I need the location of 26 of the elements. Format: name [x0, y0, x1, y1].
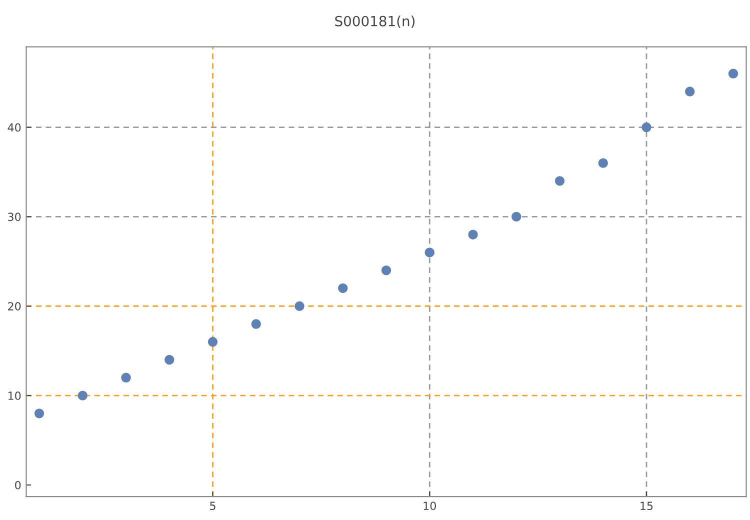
y-tick-label: 30 [8, 212, 21, 222]
x-tick-label: 10 [424, 502, 436, 510]
point [554, 176, 565, 186]
point [164, 354, 174, 365]
point [728, 68, 738, 78]
point [381, 265, 392, 276]
point [78, 390, 88, 400]
point [642, 122, 652, 132]
chart-title: S000181(n) [335, 16, 415, 28]
x-tick-label: 15 [640, 502, 653, 510]
point [338, 283, 348, 294]
point [468, 230, 478, 240]
point [121, 372, 131, 383]
y-tick-label: 10 [8, 392, 21, 400]
y-tick-label: 0 [15, 480, 21, 490]
point [685, 86, 695, 96]
y-tick-label: 20 [8, 302, 21, 311]
point [251, 319, 261, 329]
x-tick-label: 5 [210, 502, 216, 510]
point [424, 248, 434, 258]
y-tick-label: 40 [8, 123, 21, 132]
point [512, 212, 522, 222]
point [208, 337, 218, 347]
point [34, 408, 44, 418]
point [294, 301, 304, 311]
point [598, 158, 608, 168]
